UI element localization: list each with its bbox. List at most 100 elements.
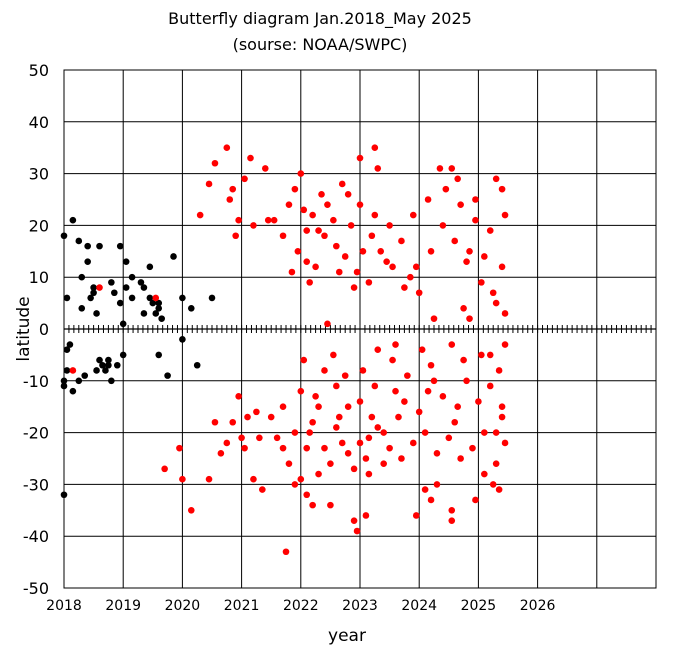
data-point — [297, 475, 305, 483]
data-point — [223, 144, 231, 151]
data-point — [454, 403, 461, 411]
data-point — [235, 216, 242, 224]
data-point — [433, 481, 441, 488]
data-point — [371, 144, 379, 151]
data-point — [96, 284, 103, 291]
data-point — [498, 413, 506, 421]
data-point — [108, 377, 115, 385]
data-point — [116, 242, 124, 250]
data-point — [196, 211, 204, 219]
data-point — [344, 403, 352, 411]
data-point — [256, 434, 263, 442]
data-point — [469, 444, 476, 452]
y-tick-label: 50 — [29, 61, 49, 80]
data-point — [424, 196, 432, 203]
y-tick-label: 20 — [29, 216, 49, 235]
data-point — [424, 387, 432, 395]
data-point — [341, 372, 349, 379]
data-point — [430, 315, 438, 322]
data-point — [380, 460, 387, 467]
data-point — [338, 180, 346, 188]
data-point — [472, 216, 479, 224]
data-point — [226, 196, 234, 203]
data-point — [492, 429, 500, 436]
data-point — [128, 273, 136, 281]
data-point — [253, 408, 260, 416]
data-point — [321, 367, 328, 374]
data-point — [303, 444, 311, 452]
data-point — [170, 253, 177, 260]
data-point — [409, 211, 417, 219]
y-tick-label: -30 — [23, 475, 49, 494]
data-point — [309, 418, 316, 426]
data-point — [146, 263, 154, 271]
data-point — [247, 154, 254, 162]
data-point — [409, 439, 417, 447]
data-point — [116, 299, 124, 307]
data-point — [457, 455, 464, 462]
data-point — [229, 418, 237, 426]
data-point — [241, 444, 248, 452]
data-point — [501, 439, 509, 447]
y-tick-label: -50 — [23, 579, 49, 598]
data-point — [179, 475, 186, 483]
data-point — [338, 439, 346, 447]
data-point — [463, 377, 470, 385]
data-point — [306, 279, 313, 286]
data-point — [111, 289, 118, 297]
data-point — [365, 279, 373, 286]
data-point — [250, 475, 257, 483]
data-point — [105, 356, 112, 364]
data-point — [460, 304, 467, 312]
data-point — [152, 294, 160, 302]
y-tick-labels: -50 -40 -30 -20 -10 0 10 20 30 40 50 — [23, 61, 49, 598]
data-point — [84, 242, 91, 250]
data-point — [433, 450, 441, 457]
data-point — [362, 512, 370, 519]
data-point — [297, 170, 305, 177]
data-point — [108, 279, 115, 286]
data-point — [392, 387, 399, 395]
data-point — [492, 175, 500, 183]
data-point — [324, 201, 331, 208]
data-point — [472, 496, 479, 504]
data-point — [285, 460, 293, 467]
data-point — [335, 413, 343, 421]
data-point — [481, 470, 488, 478]
x-tick-label: 2022 — [283, 598, 319, 614]
data-point — [63, 294, 71, 302]
data-point — [353, 268, 361, 276]
data-point — [330, 216, 337, 224]
data-point — [451, 418, 459, 426]
data-point — [273, 434, 281, 442]
y-axis-label: latitude — [14, 296, 34, 361]
data-point — [217, 450, 225, 457]
data-point — [321, 232, 328, 240]
data-point — [303, 491, 311, 499]
data-point — [478, 279, 485, 286]
data-point — [333, 242, 340, 250]
data-point — [75, 237, 83, 245]
data-point — [347, 222, 355, 229]
data-point — [395, 413, 402, 421]
data-point — [495, 486, 503, 493]
data-point — [187, 507, 195, 514]
x-tick-label: 2020 — [165, 598, 201, 614]
data-point — [93, 310, 100, 317]
data-point — [380, 429, 387, 436]
data-point — [415, 289, 423, 297]
data-point — [193, 361, 201, 369]
data-point — [498, 185, 506, 193]
data-point — [303, 258, 311, 265]
data-point — [407, 273, 414, 281]
data-point — [448, 341, 456, 348]
data-point — [327, 501, 334, 509]
data-point — [90, 289, 97, 297]
data-point — [492, 460, 500, 467]
data-point — [492, 299, 500, 307]
data-point — [386, 222, 393, 229]
data-point — [238, 434, 245, 442]
data-point — [436, 165, 444, 172]
data-point — [398, 237, 405, 245]
data-point — [353, 527, 361, 535]
